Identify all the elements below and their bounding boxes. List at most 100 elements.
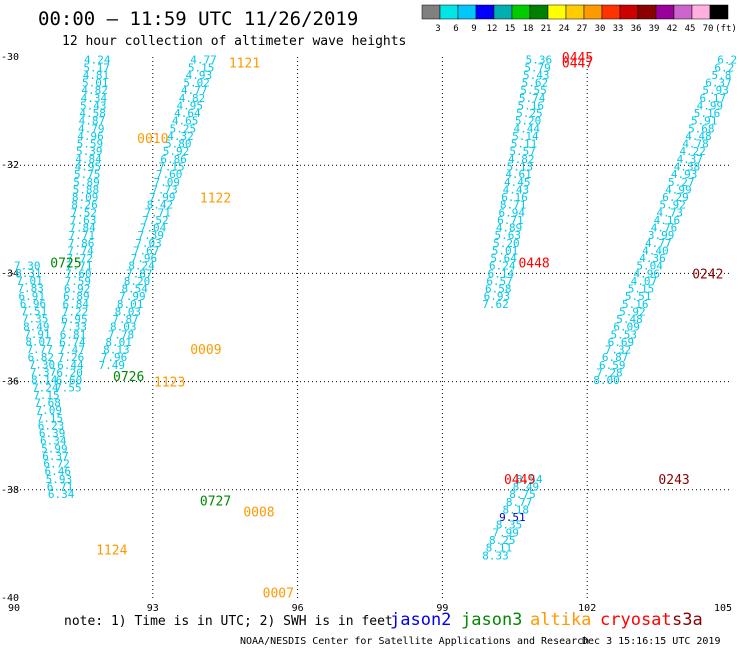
wave-height-value: 7.26 [58, 351, 85, 364]
wave-height-value: 8.26 [71, 199, 98, 212]
wave-height-value: 6.2 [714, 61, 734, 74]
wave-height-value: 7.99 [119, 290, 146, 303]
wave-height-value: 4.82 [179, 92, 206, 105]
y-tick-label: -32 [1, 160, 19, 171]
wave-height-value: 5.04 [636, 260, 663, 273]
chart-subtitle: 12 hour collection of altimeter wave hei… [62, 34, 406, 49]
wave-height-value: 7.30 [29, 358, 56, 371]
wave-height-value: 6.92 [64, 283, 91, 296]
x-tick-label: 105 [714, 603, 732, 614]
pass-time-label: 0445 [562, 51, 593, 66]
wave-height-value: 4.79 [78, 122, 105, 135]
wave-height-value: 5.01 [82, 77, 109, 90]
colorbar-label: 15 [505, 24, 516, 34]
pass-time-label: 1123 [154, 376, 185, 391]
satellite-legend: jason2 jason3 altika cryosat s3a [390, 610, 703, 630]
wave-height-value: 7.87 [112, 313, 139, 326]
wave-height-value: 4.82 [81, 84, 108, 97]
colorbar-swatch [457, 4, 477, 20]
wave-height-value: 5.27 [668, 176, 695, 189]
wave-height-value: 4.96 [633, 267, 660, 280]
wave-height-value: 5.59 [77, 138, 104, 151]
colorbar-swatch [565, 4, 585, 20]
wave-height-value: 8.18 [503, 503, 530, 516]
pass-time-label: 0449 [504, 473, 535, 488]
wave-height-value: 8.75 [509, 488, 536, 501]
wave-height-value: 6.29 [662, 191, 689, 204]
wave-height-value: 7.22 [62, 305, 89, 318]
wave-height-value: 4.24 [84, 54, 111, 67]
wave-height-value: 5.79 [524, 61, 551, 74]
pass-time-label: 0008 [243, 505, 274, 520]
wave-height-value: 7.74 [67, 244, 94, 257]
wave-height-value: 4.76 [651, 222, 678, 235]
colorbar-swatch [655, 4, 675, 20]
wave-height-value: 8.33 [482, 549, 509, 562]
wave-height-value: 4.45 [504, 176, 531, 189]
wave-height-value: 8.24 [128, 260, 155, 273]
wave-height-value: 6.96 [20, 297, 47, 310]
pass-time-label: 0009 [190, 343, 221, 358]
colorbar-swatch [601, 4, 621, 20]
wave-height-value: 4.93 [671, 168, 698, 181]
wave-height-value: 4.96 [77, 130, 104, 143]
wave-height-value: 4.38 [674, 160, 701, 173]
wave-height-value: 6.17 [700, 92, 727, 105]
colorbar-swatch [709, 4, 729, 20]
wave-height-value: 4.95 [75, 160, 102, 173]
pass-time-label: 0725 [50, 257, 81, 272]
colorbar-label: 39 [649, 24, 660, 34]
wave-height-value: 5.91 [691, 115, 718, 128]
colorbar-label: 18 [523, 24, 534, 34]
wave-height-value: 5.80 [165, 138, 192, 151]
satellite-legend-jason2: jason2 [390, 610, 451, 630]
wave-height-value: 5.39 [76, 145, 103, 158]
wave-height-value: 5.48 [616, 313, 643, 326]
wave-height-value: 7.77 [26, 343, 53, 356]
wave-height-value: 7.99 [149, 191, 176, 204]
wave-height-value: 7.01 [16, 275, 43, 288]
wave-height-value: 4.99 [665, 183, 692, 196]
wave-height-value: 7.67 [133, 244, 160, 257]
wave-height-value: 4.81 [83, 69, 110, 82]
wave-height-value: 6.16 [501, 191, 528, 204]
wave-height-value: 5.25 [170, 122, 197, 135]
wave-height-value: 6.44 [57, 359, 84, 372]
wave-height-value: 5.15 [188, 61, 215, 74]
wave-height-value: 5.36 [526, 54, 553, 67]
wave-height-value: 6.71 [47, 480, 74, 493]
wave-height-value: 8.00 [593, 374, 620, 387]
wave-height-tracks: 4.245.174.815.014.824.345.434.584.874.79… [14, 54, 737, 563]
wave-height-value: 7.78 [108, 328, 135, 341]
pass-time-label: 0726 [113, 370, 144, 385]
pass-time-label: 0242 [692, 267, 723, 282]
wave-height-value: 7.86 [68, 237, 95, 250]
wave-height-value: 8.42 [147, 199, 174, 212]
wave-height-value: 7.60 [156, 168, 183, 181]
wave-height-value: 4.37 [677, 153, 704, 166]
pass-time-label: 0007 [263, 587, 294, 602]
wave-height-value: 7.87 [126, 267, 153, 280]
footer-note: note: 1) Time is in UTC; 2) SWH is in fe… [64, 614, 393, 629]
x-tick-label: 99 [436, 603, 448, 614]
wave-height-value: 5.13 [507, 160, 534, 173]
colorbar-label: 24 [559, 24, 570, 34]
colorbar-swatch [475, 4, 495, 20]
wave-height-value: 7.55 [55, 382, 82, 395]
wave-height-value: 8.01 [105, 336, 132, 349]
wave-height-value: 8.54 [121, 283, 148, 296]
wave-height-value: 5.43 [523, 69, 550, 82]
wave-height-value: 8.25 [489, 534, 516, 547]
wave-height-value: 5.14 [512, 130, 539, 143]
wave-height-value: 6.95 [61, 313, 88, 326]
y-tick-label: -36 [1, 377, 19, 388]
wave-height-value: 3.99 [648, 229, 675, 242]
wave-height-value: 7.04 [140, 222, 167, 235]
wave-height-value: 6.84 [62, 298, 89, 311]
wave-height-value: 5.02 [183, 77, 210, 90]
wave-height-value: 4.40 [642, 244, 669, 257]
wave-height-value: 6.91 [19, 290, 46, 303]
pass-time-label: 0010 [137, 132, 168, 147]
wave-height-value: 6.39 [39, 427, 66, 440]
satellite-legend-cryosat: cryosat [600, 610, 672, 630]
